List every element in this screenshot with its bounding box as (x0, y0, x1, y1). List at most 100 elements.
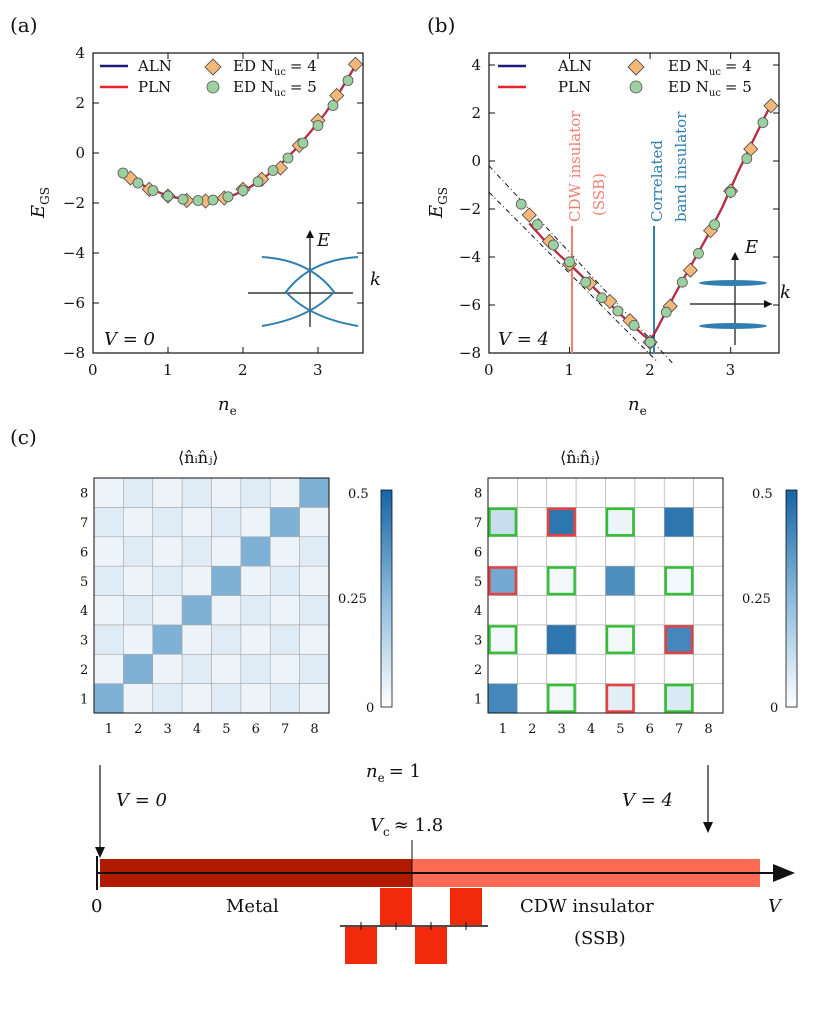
heatmap-cell (123, 595, 154, 626)
ssb-label-phase: (SSB) (574, 928, 626, 949)
y-tick-label: 4 (471, 56, 481, 74)
svg-text:ED Nuc= 5: ED Nuc = 5 (233, 78, 317, 99)
ed5-point (757, 117, 769, 128)
heatmap-x-tick: 4 (193, 722, 201, 737)
y-tick-label: −2 (63, 194, 85, 212)
legend-ed5-label: ED N (233, 78, 274, 96)
ed5-point (222, 191, 234, 203)
heatmap-cell (663, 536, 694, 567)
heatmap-cell (487, 565, 518, 596)
ed5-point (342, 75, 354, 86)
heatmap-cell (634, 683, 665, 714)
x-tick-label: 3 (313, 361, 323, 379)
heatmap-cell (152, 536, 183, 567)
legend-aln-label: ALN (137, 57, 172, 75)
heatmap-cell (269, 624, 300, 655)
ed5-point (725, 186, 737, 198)
legend-b-ed4-marker (627, 58, 645, 76)
ed5-point (596, 292, 608, 304)
heatmap-x-tick: 1 (105, 722, 113, 737)
heatmap-x-tick: 7 (675, 722, 683, 737)
y-tick-label: 4 (75, 44, 85, 62)
heatmap-x-tick: 3 (163, 722, 171, 737)
x-tick-label: 1 (565, 361, 575, 379)
inset-b-e-arrowhead (731, 252, 739, 260)
y-tick-label: −8 (459, 344, 481, 362)
y-tick-label: −6 (63, 294, 85, 312)
svg-text:Vc≈ 1.8: Vc ≈ 1.8 (370, 815, 443, 839)
heatmap-cell (152, 683, 183, 714)
heatmap-y-tick: 4 (80, 604, 88, 619)
ed5-point (162, 190, 174, 202)
ed5-point (327, 100, 339, 111)
heatmap-cell (663, 477, 694, 508)
heatmap-x-tick: 6 (252, 722, 260, 737)
heatmap-frame (93, 477, 330, 714)
legend-b-ed5-label: ED N (668, 78, 709, 96)
ed5-point (207, 194, 219, 206)
v4-label: V = 4 (622, 790, 673, 811)
ed5-point (515, 198, 527, 210)
highlight-green-cell (547, 683, 576, 713)
panel-a-xlabel: n (218, 394, 230, 415)
inset-e-arrowhead (306, 230, 314, 238)
pattern-bar-2 (380, 888, 412, 925)
heatmap-cell (605, 683, 636, 714)
heatmap-cell (517, 653, 548, 684)
heatmap-cell (152, 565, 183, 596)
ed5-point (282, 152, 294, 164)
ed5-point (192, 195, 204, 206)
panel-b-ylabel-sub: GS (436, 187, 450, 205)
heatmap-cell (487, 507, 518, 538)
heatmap-y-tick: 7 (80, 516, 88, 531)
heatmap-y-tick: 4 (474, 604, 482, 619)
heatmap-cell (575, 653, 606, 684)
panel-a-legend: ALN PLN ED Nuc = 4 ED Nuc = 5 (100, 57, 317, 99)
ed4-point (347, 56, 364, 72)
heatmap-cell (663, 624, 694, 655)
legend-ed5-tail: = 5 (290, 78, 317, 96)
heatmap-cell (211, 624, 242, 655)
ed5-point (147, 185, 159, 196)
x-tick-label: 2 (238, 361, 248, 379)
heatmap-cell (269, 565, 300, 596)
cdw-label: CDW insulator (566, 110, 584, 222)
heatmap-cell (546, 477, 577, 508)
ed5-point (660, 306, 672, 318)
heatmap-y-tick: 5 (474, 575, 482, 590)
heatmap-cell (605, 595, 636, 626)
heatmap-cell (123, 507, 154, 538)
ssb-label: (SSB) (590, 173, 608, 216)
legend-ed5-marker (206, 80, 220, 94)
heatmap-cell (693, 536, 724, 567)
highlight-green-cell (488, 625, 518, 654)
flat-band-lower (699, 323, 767, 329)
ed5-point (252, 176, 264, 188)
heatmap-cell (299, 536, 330, 567)
heatmap-cell (517, 624, 548, 655)
ed5-point (676, 276, 688, 288)
heatmap-cell (299, 624, 330, 655)
heatmap-cell (693, 477, 724, 508)
svg-text:EGS: EGS (28, 187, 52, 219)
ed4-point (763, 98, 779, 114)
ed5-point (693, 247, 704, 259)
ed5-point (564, 256, 575, 268)
ed5-point (612, 305, 624, 317)
heatmap-cell (517, 683, 548, 714)
heatmap-x-tick: 8 (310, 722, 318, 737)
legend-ed4-label: ED N (233, 57, 274, 75)
heatmap-cell (211, 595, 242, 626)
heatmap-cell (546, 595, 577, 626)
heatmap-cell (517, 536, 548, 567)
highlight-green-cell (547, 566, 576, 596)
panel-b: 0 1 2 3 4 2 0 −2 −4 −6 −8 CDW insulator (SSB) Cor… (426, 52, 791, 418)
panel-b-band-inset: E k (690, 237, 791, 345)
ed4-point (521, 207, 537, 223)
heatmap-cell (181, 507, 212, 538)
phase-diagram: ne = 1 V = 0 V = 4 Vc ≈ 1.8 0 V Metal CDW … (91, 761, 795, 964)
highlight-green-cell (488, 507, 518, 537)
heatmap-cell (123, 565, 154, 596)
